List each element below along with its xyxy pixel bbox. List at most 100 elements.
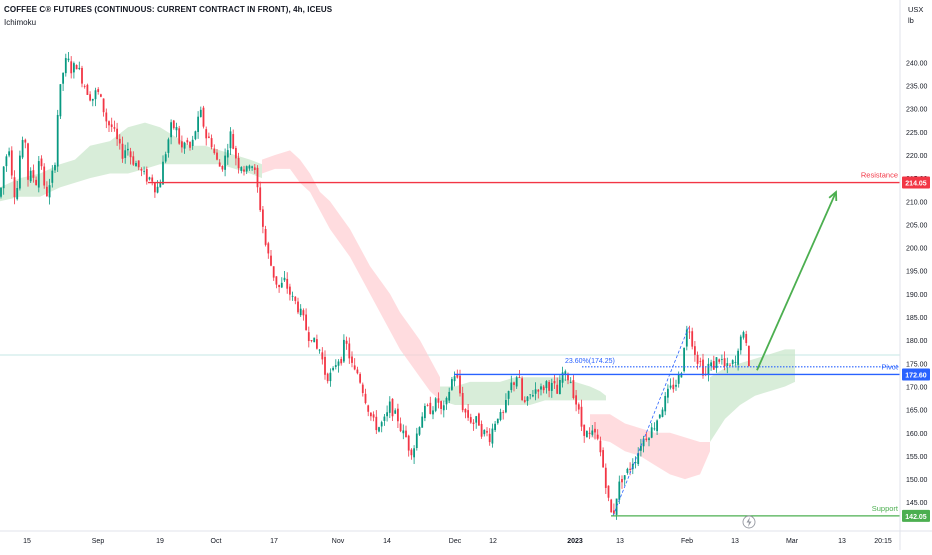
candle-body — [334, 365, 337, 367]
candle-body — [140, 169, 143, 171]
candle-body — [394, 410, 397, 414]
candle-body — [275, 276, 278, 285]
candle-body — [326, 373, 329, 382]
candle-body — [550, 382, 553, 391]
candle-body — [426, 405, 429, 406]
candle-body — [683, 348, 685, 372]
candle-body — [89, 94, 91, 101]
candle-body — [637, 453, 640, 465]
candle-body — [132, 156, 135, 165]
candle-body — [451, 379, 453, 390]
candle-body — [434, 398, 437, 411]
candle-body — [318, 349, 321, 351]
candle-body — [183, 142, 186, 149]
candle-body — [367, 405, 370, 412]
candle-body — [491, 428, 494, 444]
candle-body — [521, 378, 523, 401]
candle-body — [345, 340, 348, 344]
candle-body — [645, 438, 648, 440]
candle-body — [424, 405, 426, 419]
candle-body — [410, 449, 413, 456]
candle-body — [16, 188, 19, 200]
candle-body — [302, 310, 305, 316]
candle-body — [289, 286, 291, 295]
candle-body — [445, 397, 448, 405]
candle-body — [194, 131, 197, 140]
indicator-label: Ichimoku — [4, 18, 37, 27]
candle-body — [100, 94, 102, 97]
chart-title: COFFEE C® FUTURES (CONTINUOUS: CURRENT C… — [4, 5, 333, 14]
candle-body — [224, 155, 226, 170]
candle-body — [407, 435, 410, 451]
candle-body — [667, 388, 669, 398]
candle-body — [575, 395, 577, 405]
candle-body — [588, 432, 591, 434]
candle-body — [75, 65, 78, 70]
candle-body — [548, 381, 550, 391]
candle-body — [299, 308, 302, 316]
candle-body — [429, 402, 432, 414]
candle-body — [648, 438, 650, 441]
candle-body — [715, 357, 718, 369]
y-tick-label: 175.00 — [906, 361, 928, 368]
y-tick-label: 220.00 — [906, 153, 928, 160]
x-tick-label: 2023 — [567, 538, 583, 545]
candle-body — [456, 374, 459, 378]
candle-body — [618, 481, 621, 500]
candle-body — [370, 412, 372, 417]
ichimoku-cloud-bear-0 — [262, 150, 440, 401]
candle-body — [699, 361, 702, 362]
x-tick-label: 13 — [838, 538, 846, 545]
candle-body — [378, 427, 380, 432]
candle-body — [653, 428, 656, 430]
candle-body — [213, 148, 216, 154]
candle-body — [418, 427, 421, 435]
y-tick-label: 165.00 — [906, 408, 928, 415]
candle-body — [421, 416, 424, 428]
candle-body — [197, 116, 199, 132]
candle-body — [91, 98, 94, 101]
candle-body — [675, 384, 677, 387]
candle-body — [156, 186, 159, 193]
candle-body — [532, 395, 534, 397]
x-tick-label: Dec — [449, 538, 462, 545]
candle-body — [175, 127, 178, 131]
candle-body — [262, 209, 264, 227]
candle-body — [461, 393, 464, 411]
y-tick-label: 230.00 — [906, 107, 928, 114]
candle-body — [642, 438, 645, 447]
candle-body — [64, 58, 67, 74]
candle-body — [669, 385, 672, 388]
y-tick-label: 185.00 — [906, 315, 928, 322]
candle-body — [726, 363, 729, 366]
projection-arrowhead — [828, 190, 838, 202]
candle-body — [245, 166, 248, 172]
candle-body — [661, 409, 664, 417]
candle-body — [453, 376, 456, 382]
candle-body — [70, 61, 73, 74]
candle-body — [480, 423, 483, 437]
fib-label: 23.60%(174.25) — [565, 358, 615, 365]
candle-body — [259, 187, 262, 211]
resistance-label: Resistance — [861, 171, 898, 180]
candle-body — [737, 350, 739, 365]
candle-body — [118, 138, 121, 144]
candle-body — [154, 182, 156, 193]
candle-body — [464, 409, 467, 413]
candle-body — [523, 400, 526, 402]
candle-body — [656, 420, 658, 432]
candle-body — [496, 418, 499, 424]
candle-body — [221, 165, 224, 170]
candle-body — [507, 391, 510, 399]
candle-body — [19, 155, 21, 189]
candle-body — [27, 143, 29, 180]
candle-body — [658, 414, 661, 418]
candle-body — [631, 463, 634, 470]
candle-body — [499, 412, 502, 420]
candle-body — [5, 156, 8, 167]
candle-body — [102, 98, 105, 113]
resistance-price-label: 214.05 — [905, 181, 927, 188]
x-tick-label: Mar — [786, 538, 799, 545]
candle-body — [218, 162, 221, 167]
